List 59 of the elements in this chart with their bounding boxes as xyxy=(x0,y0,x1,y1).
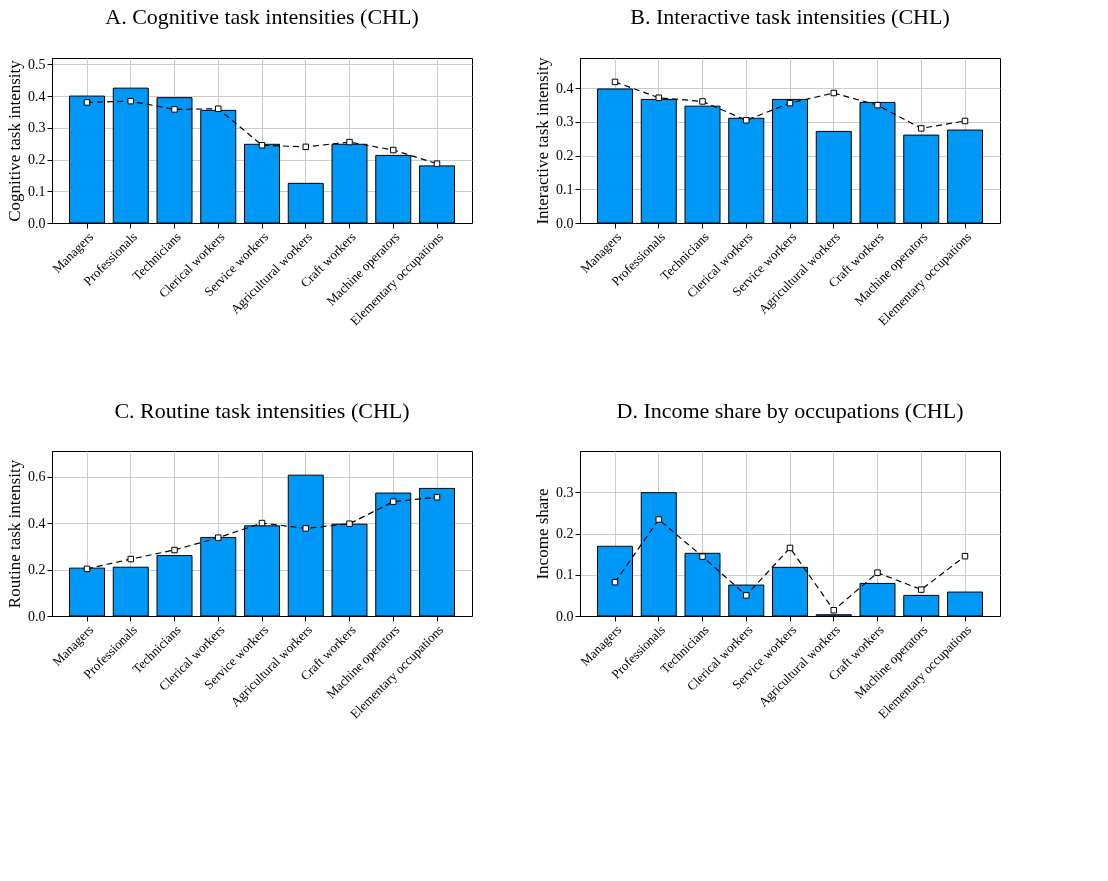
y-tick-label: 0.2 xyxy=(556,148,574,164)
y-tick-label: 0.1 xyxy=(556,181,574,197)
point xyxy=(918,125,925,132)
point xyxy=(215,105,222,113)
point xyxy=(699,553,706,560)
point xyxy=(390,146,397,154)
y-tick-label: 0.4 xyxy=(28,88,46,104)
point xyxy=(830,89,837,97)
point xyxy=(215,534,222,541)
point xyxy=(433,494,441,501)
chart-title: B. Interactive task intensities (CHL) xyxy=(630,3,950,29)
y-tick-label: 0.4 xyxy=(28,515,46,531)
point xyxy=(83,565,91,573)
y-tick-label: 0.3 xyxy=(556,484,574,500)
point xyxy=(258,142,266,149)
point xyxy=(655,516,662,523)
point xyxy=(302,525,309,532)
y-tick-label: 0.0 xyxy=(28,608,46,624)
point xyxy=(874,101,881,109)
y-tick-label: 0.0 xyxy=(556,215,574,231)
y-tick-label: 0.2 xyxy=(28,562,46,578)
y-tick-label: 0.3 xyxy=(28,120,46,136)
point xyxy=(390,498,397,505)
y-tick-label: 0.5 xyxy=(28,56,46,72)
point xyxy=(918,586,925,593)
point xyxy=(127,555,134,563)
y-tick-label: 0.0 xyxy=(556,608,574,624)
chart-title: C. Routine task intensities (CHL) xyxy=(114,398,410,423)
point xyxy=(699,98,706,105)
point xyxy=(786,99,794,107)
point xyxy=(743,117,750,124)
y-axis-title: Cognitive task intensity xyxy=(5,59,24,222)
y-tick-label: 0.1 xyxy=(28,183,46,199)
y-tick-label: 0.3 xyxy=(556,114,574,130)
point xyxy=(302,143,309,151)
point xyxy=(874,569,881,576)
y-tick-label: 0.2 xyxy=(28,152,46,168)
point xyxy=(611,578,619,586)
point xyxy=(655,94,662,101)
y-axis-title: Income share xyxy=(533,488,552,580)
y-tick-label: 0.0 xyxy=(28,215,46,231)
y-tick-label: 0.2 xyxy=(556,526,574,541)
point xyxy=(171,106,178,113)
y-tick-label: 0.1 xyxy=(556,567,574,583)
point xyxy=(830,606,837,614)
point xyxy=(961,552,969,560)
y-axis-title: Interactive task intensity xyxy=(533,56,552,225)
chart-title: A. Cognitive task intensities (CHL) xyxy=(105,4,419,30)
y-axis-title: Routine task intensity xyxy=(5,459,24,609)
point xyxy=(83,99,91,106)
point xyxy=(171,546,178,554)
chart-title: D. Income share by occupations (CHL) xyxy=(616,398,964,423)
y-tick-label: 0.4 xyxy=(556,80,574,96)
point xyxy=(346,520,353,527)
point xyxy=(433,160,441,167)
point xyxy=(743,592,750,599)
y-tick-label: 0.6 xyxy=(28,469,46,485)
point xyxy=(346,138,353,146)
point xyxy=(127,97,134,105)
